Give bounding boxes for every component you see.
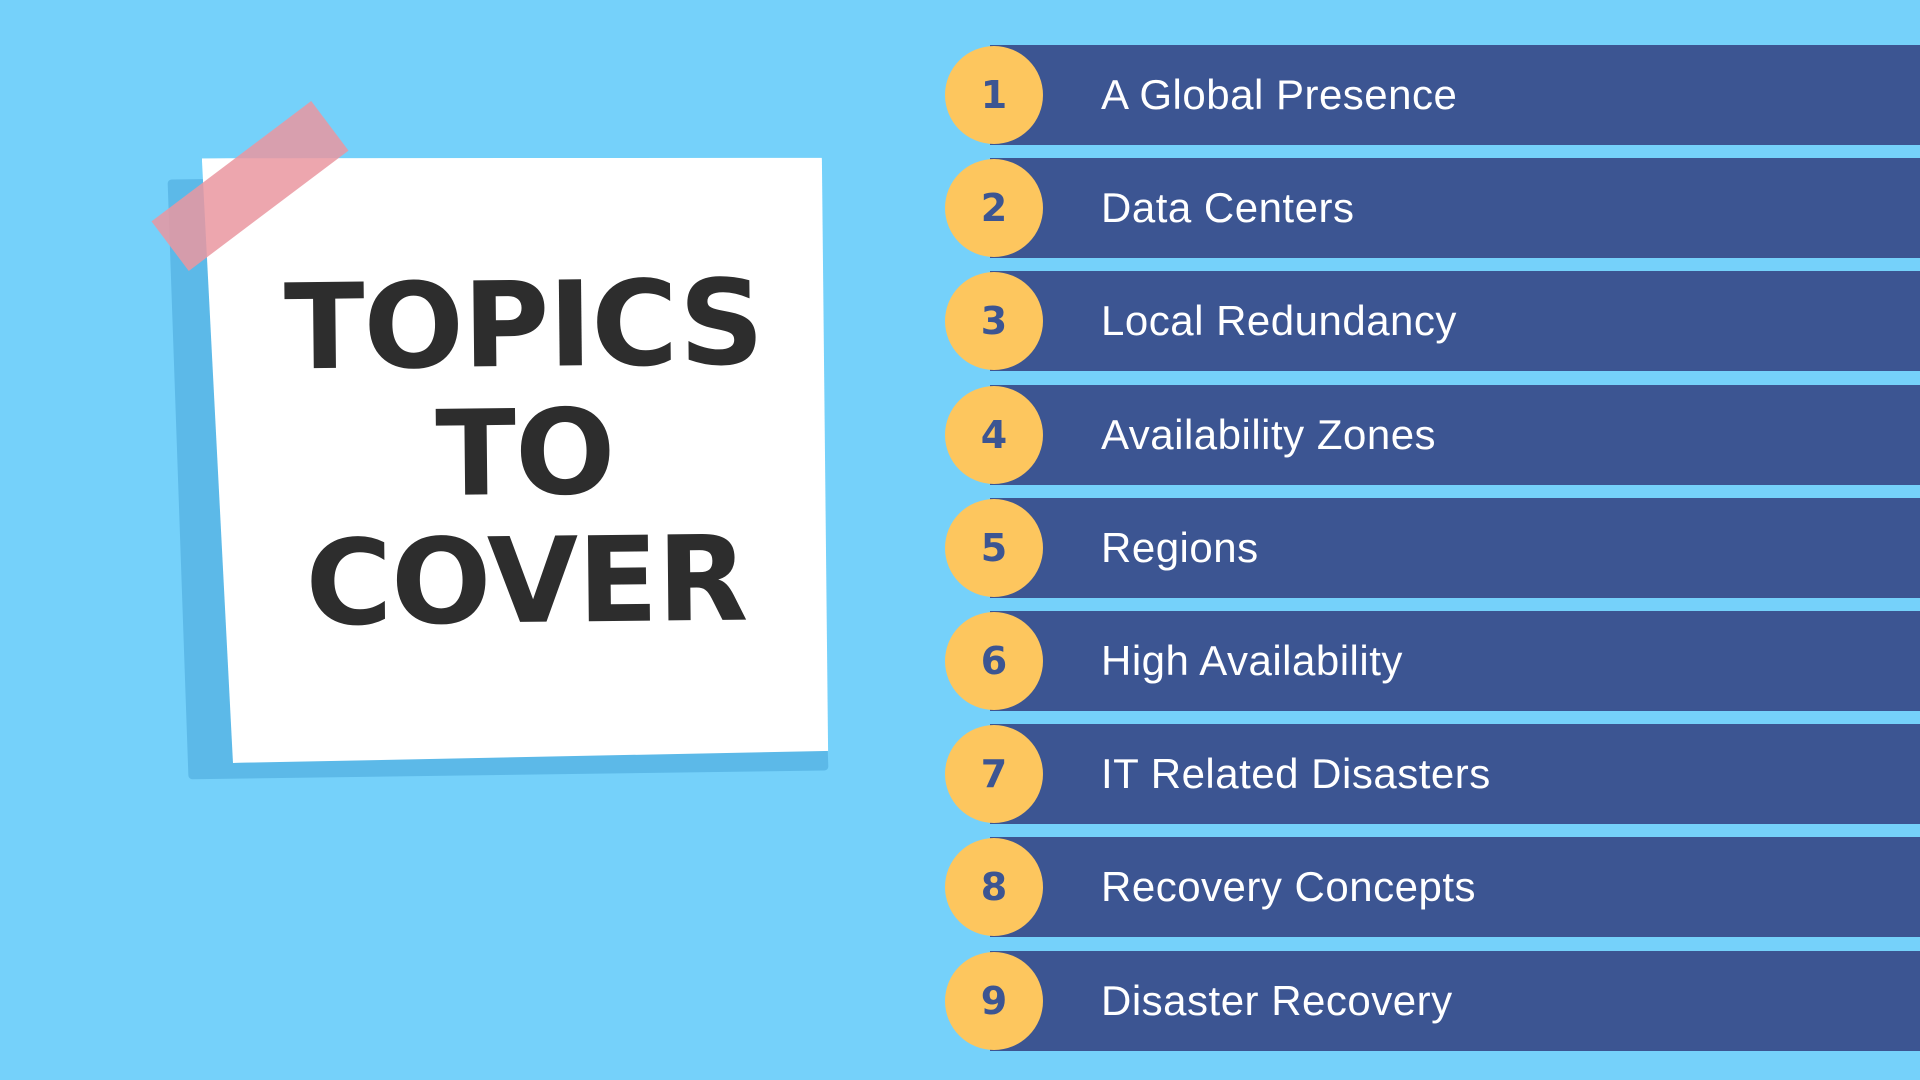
topic-item: 4 Availability Zones: [945, 384, 1920, 485]
topic-number-badge: 8: [945, 838, 1043, 937]
topic-item: 3 Local Redundancy: [945, 271, 1920, 372]
topic-bar: [990, 45, 1920, 145]
topic-label: Recovery Concepts: [1101, 863, 1476, 911]
topic-number-badge: 5: [945, 498, 1043, 597]
topic-label: High Availability: [1101, 636, 1403, 684]
topic-number-badge: 4: [945, 385, 1043, 484]
topic-label: Regions: [1101, 523, 1259, 571]
topic-number: 6: [980, 638, 1008, 683]
slide-title: TOPICS TO COVER: [283, 258, 766, 647]
topic-list: 1 A Global Presence 2 Data Centers 3 Loc…: [945, 45, 1920, 1064]
topic-number: 7: [980, 752, 1008, 797]
topic-bar: [990, 271, 1920, 372]
topic-number: 5: [980, 525, 1008, 570]
sticky-note-paper: TOPICS TO COVER: [202, 152, 828, 763]
topic-number-badge: 6: [945, 611, 1043, 710]
topic-number: 8: [980, 865, 1008, 910]
topic-number: 4: [980, 412, 1008, 457]
topic-bar: [990, 158, 1920, 259]
topic-number: 3: [980, 299, 1008, 344]
topic-bar: [990, 724, 1920, 825]
topic-bar: [990, 950, 1920, 1051]
topic-number-badge: 2: [945, 159, 1043, 258]
topic-number-badge: 9: [945, 951, 1043, 1050]
title-line: TO: [434, 382, 616, 523]
topic-bar: [990, 610, 1920, 711]
topic-bar: [990, 837, 1920, 938]
topic-label: Disaster Recovery: [1101, 976, 1453, 1024]
topic-number: 1: [980, 73, 1008, 117]
topic-label: Data Centers: [1101, 184, 1355, 232]
topic-label: Availability Zones: [1101, 410, 1437, 458]
sticky-note: TOPICS TO COVER: [167, 152, 850, 780]
topic-item: 6 High Availability: [945, 610, 1920, 711]
title-line: COVER: [304, 509, 748, 652]
topic-number-badge: 1: [945, 46, 1043, 144]
topic-item: 2 Data Centers: [945, 158, 1920, 259]
topic-number: 2: [980, 186, 1008, 231]
topic-item: 7 IT Related Disasters: [945, 724, 1920, 825]
topic-label: Local Redundancy: [1101, 297, 1457, 345]
topic-item: 1 A Global Presence: [945, 45, 1920, 145]
topic-label: IT Related Disasters: [1101, 750, 1491, 798]
topic-item: 8 Recovery Concepts: [945, 837, 1920, 938]
topic-label: A Global Presence: [1101, 71, 1458, 118]
topic-number-badge: 7: [945, 725, 1043, 824]
topic-bar: [990, 497, 1920, 598]
topic-number: 9: [980, 978, 1008, 1023]
topic-bar: [990, 384, 1920, 485]
topic-number-badge: 3: [945, 272, 1043, 371]
title-line: TOPICS: [283, 252, 764, 396]
topic-item: 9 Disaster Recovery: [945, 950, 1920, 1051]
topic-item: 5 Regions: [945, 497, 1920, 598]
